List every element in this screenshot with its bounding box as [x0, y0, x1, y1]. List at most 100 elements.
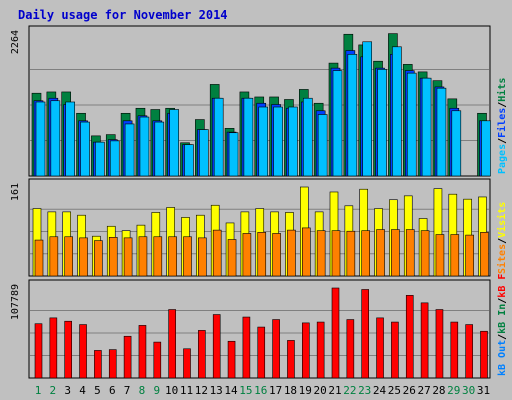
legend-entry: Visits: [496, 202, 508, 238]
x-tick-label: 31: [477, 384, 490, 397]
bar-pages-day-29: [451, 110, 462, 177]
bar-sites-day-20: [316, 230, 326, 277]
bar-pages-day-24: [377, 69, 387, 177]
bar-sites-day-18: [287, 229, 296, 277]
bar-pages-day-28: [436, 87, 447, 177]
bar-kb-f-day-28: [435, 309, 444, 379]
x-tick-label: 5: [94, 384, 101, 397]
bar-sites-day-16: [257, 232, 267, 277]
x-tick-label: 9: [153, 384, 160, 397]
bar-sites-day-7: [123, 237, 133, 277]
bar-kb-f-day-5: [94, 350, 102, 379]
bar-kb-f-day-3: [64, 320, 72, 379]
x-axis-labels: 1 2 3 4 5 6 7 8 9 10 11 12 13 14 15 16 17 18 19 20 21 22 23 24 2…: [35, 384, 490, 397]
bar-sites-day-22: [346, 230, 356, 277]
x-tick-label: 26: [403, 384, 416, 397]
x-tick-label: 1: [35, 384, 42, 397]
bar-pages-day-19: [302, 97, 313, 177]
panel-kbf-kbin-kbout: 107789 kB Out/kB In/kB F: [10, 274, 508, 379]
bar-pages-day-17: [273, 106, 283, 177]
x-tick-label: 6: [109, 384, 116, 397]
bar-pages-day-13: [213, 97, 224, 177]
panel-max-label: 107789: [10, 284, 21, 320]
bar-sites-day-11: [183, 236, 192, 277]
bar-sites-day-23: [361, 230, 371, 277]
bar-sites-day-8: [138, 236, 148, 277]
x-tick-label: 12: [195, 384, 208, 397]
bar-kb-f-day-25: [391, 321, 399, 379]
bar-kb-f-day-7: [123, 335, 132, 379]
bar-kb-f-day-14: [227, 340, 236, 379]
bar-pages-day-20: [317, 114, 328, 177]
bar-kb-f-day-18: [287, 340, 295, 379]
chart-panels: 2264Pages/Files/Hits161Sites/Visits10778…: [10, 25, 508, 379]
legend-entry: Files: [496, 108, 508, 138]
bar-sites-day-9: [153, 236, 163, 277]
bar-kb-f-day-4: [79, 324, 87, 379]
bar-kb-f-day-1: [34, 323, 43, 379]
bar-kb-f-day-12: [198, 330, 206, 379]
bar-sites-day-25: [391, 229, 400, 277]
x-tick-label: 8: [139, 384, 146, 397]
bar-pages-day-12: [199, 129, 209, 177]
bar-sites-day-26: [405, 229, 415, 277]
bar-pages-day-9: [154, 121, 165, 177]
bar-pages-day-1: [35, 101, 46, 177]
bar-sites-day-15: [242, 233, 252, 277]
x-tick-label: 17: [269, 384, 282, 397]
x-tick-label: 7: [124, 384, 131, 397]
legend-entry: Hits: [496, 78, 508, 102]
bar-kb-f-day-30: [465, 324, 473, 379]
bar-pages-day-26: [406, 72, 417, 177]
x-tick-label: 3: [64, 384, 71, 397]
bar-kb-f-day-8: [138, 325, 147, 379]
x-tick-label: 13: [210, 384, 223, 397]
x-tick-label: 19: [299, 384, 312, 397]
bar-kb-f-day-23: [361, 289, 370, 379]
panel-legend: kB Out/kB In/kB F: [497, 274, 508, 376]
bar-pages-day-2: [50, 100, 61, 177]
bar-kb-f-day-21: [331, 287, 340, 379]
bar-pages-day-21: [332, 70, 343, 177]
bar-pages-day-25: [392, 46, 402, 177]
bar-sites-day-10: [168, 236, 177, 277]
bar-sites-day-5: [94, 240, 103, 277]
bar-pages-day-7: [124, 123, 135, 177]
bar-kb-f-day-22: [346, 319, 355, 379]
bar-sites-day-30: [465, 234, 474, 277]
bar-pages-day-16: [258, 106, 269, 177]
legend-entry: kB In: [497, 304, 508, 334]
x-tick-label: 25: [388, 384, 401, 397]
bar-pages-day-4: [80, 121, 90, 177]
x-tick-label: 10: [165, 384, 178, 397]
panel-visits-sites: 161 Sites/Visits: [10, 178, 508, 277]
bar-sites-day-3: [64, 236, 73, 277]
legend-entry: /: [497, 102, 508, 108]
bar-sites-day-14: [227, 239, 237, 277]
bar-kb-f-day-11: [183, 348, 191, 379]
x-tick-label: 27: [417, 384, 430, 397]
bar-sites-day-17: [272, 233, 281, 277]
bar-sites-day-2: [49, 236, 59, 277]
bar-pages-day-10: [169, 109, 179, 177]
legend-entry: kB Out: [497, 340, 508, 376]
bar-sites-day-27: [420, 230, 430, 277]
x-tick-label: 20: [314, 384, 327, 397]
bar-pages-day-22: [347, 54, 358, 177]
x-tick-label: 15: [239, 384, 252, 397]
x-tick-label: 21: [328, 384, 341, 397]
bar-kb-f-day-9: [153, 341, 162, 379]
x-tick-label: 14: [224, 384, 238, 397]
bar-pages-day-18: [288, 106, 298, 177]
bar-sites-day-4: [79, 237, 88, 277]
bar-kb-f-day-17: [272, 319, 280, 379]
bar-kb-f-day-24: [376, 317, 384, 379]
bar-sites-day-21: [331, 230, 341, 277]
x-tick-label: 29: [447, 384, 460, 397]
bar-sites-day-24: [376, 229, 385, 277]
x-tick-label: 24: [373, 384, 387, 397]
chart-title: Daily usage for November 2014: [18, 8, 228, 22]
panel-legend: Pages/Files/Hits: [496, 78, 508, 174]
